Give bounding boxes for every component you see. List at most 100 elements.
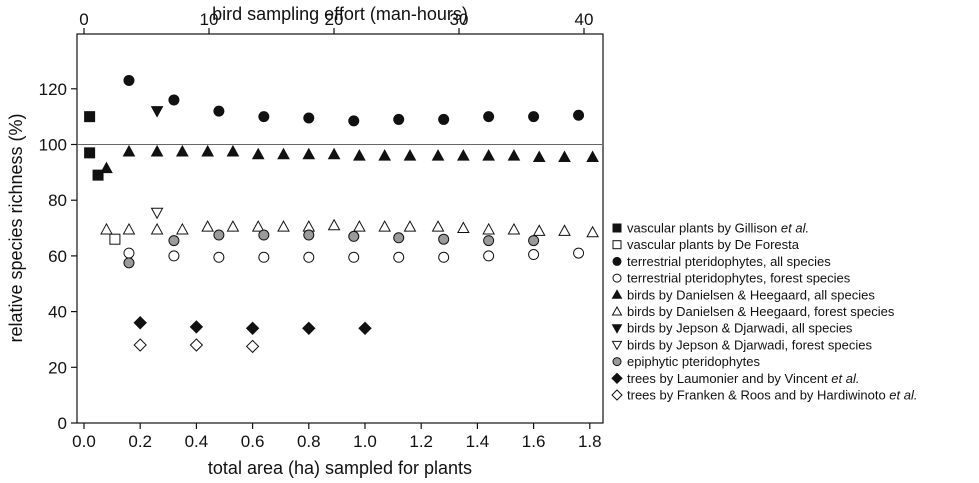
data-point	[176, 144, 189, 157]
data-point	[133, 316, 147, 330]
legend-label-italic: et al.	[828, 371, 860, 386]
data-point	[258, 111, 270, 123]
legend-label: trees by Franken & Roos and by Hardiwino…	[627, 388, 917, 403]
data-point	[438, 113, 450, 125]
data-points	[84, 74, 599, 354]
data-point	[251, 147, 265, 160]
data-point	[438, 233, 450, 245]
legend-label: vascular plants by Gillison et al.	[627, 221, 809, 236]
data-point	[378, 149, 392, 161]
data-point	[84, 111, 96, 123]
data-point	[586, 225, 599, 238]
legend-label-name: trees by Laumonier and by Vincent	[627, 371, 828, 386]
data-point	[403, 220, 417, 232]
data-point	[431, 220, 445, 232]
y-tick-label: 40	[48, 303, 67, 322]
x-tick-label: 1.0	[353, 432, 377, 451]
data-point	[393, 232, 405, 244]
data-point	[168, 235, 180, 247]
data-point	[457, 149, 470, 161]
legend-label: terrestrial pteridophytes, all species	[627, 254, 831, 269]
top-tick-label: 10	[200, 10, 219, 29]
legend-marker	[611, 340, 623, 351]
y-tick-label: 0	[58, 414, 67, 433]
legend-label-name: birds by Jepson & Djarwadi, all species	[627, 321, 853, 336]
data-point	[213, 229, 225, 241]
x-tick-label: 0.8	[297, 432, 321, 451]
x-tick-label: 1.2	[409, 432, 433, 451]
data-point	[189, 320, 204, 334]
data-point	[528, 111, 540, 123]
legend-label-name: birds by Jepson & Djarwadi, forest speci…	[627, 337, 872, 352]
data-point	[277, 220, 290, 232]
data-point	[201, 144, 214, 157]
data-point	[507, 222, 521, 235]
data-point	[123, 257, 135, 269]
y-axis-title: relative species richness (%)	[6, 113, 26, 342]
top-tick-label: 40	[575, 10, 594, 29]
data-point	[378, 220, 392, 232]
legend-marker	[611, 289, 623, 299]
data-point	[482, 222, 495, 235]
x-tick-label: 1.4	[466, 432, 490, 451]
legend-label-name: birds by Danielsen & Heegaard, forest sp…	[627, 304, 895, 319]
data-point	[558, 224, 571, 236]
data-point	[483, 111, 495, 123]
legend-marker	[611, 389, 623, 401]
data-point	[226, 220, 240, 232]
data-point	[100, 161, 113, 174]
data-point	[123, 247, 135, 259]
data-point	[302, 147, 316, 160]
legend-label: birds by Danielsen & Heegaard, all speci…	[627, 287, 875, 302]
legend-marker	[611, 372, 623, 385]
data-point	[507, 149, 521, 161]
data-point	[348, 230, 360, 242]
data-point	[353, 149, 366, 161]
data-point	[84, 147, 96, 159]
x-tick-label: 0.0	[72, 432, 96, 451]
data-point	[109, 233, 121, 245]
data-point	[403, 149, 417, 161]
y-axis-ticks: 0 20 40 60 80 100 120	[39, 80, 77, 433]
legend-label-name: terrestrial pteridophytes, forest specie…	[627, 271, 851, 286]
data-point	[573, 247, 585, 259]
data-point	[245, 339, 260, 354]
y-tick-label: 20	[48, 358, 67, 377]
data-point	[303, 229, 315, 241]
legend-label: vascular plants by De Foresta	[627, 237, 800, 252]
y-tick-label: 60	[48, 247, 67, 266]
data-point	[558, 150, 571, 163]
y-tick-label: 80	[48, 191, 67, 210]
legend-label-italic: et al.	[886, 388, 918, 403]
data-point	[150, 222, 164, 235]
data-point	[245, 321, 260, 336]
legend-marker	[611, 324, 623, 334]
legend-marker	[612, 223, 622, 233]
x-axis-title: total area (ha) sampled for plants	[208, 458, 472, 478]
x-tick-label: 1.6	[522, 432, 546, 451]
data-point	[528, 249, 540, 261]
data-point	[122, 222, 136, 235]
legend-label-name: trees by Franken & Roos and by Hardiwino…	[627, 388, 886, 403]
data-point	[176, 222, 189, 235]
data-point	[226, 144, 240, 157]
legend-label: epiphytic pteridophytes	[627, 354, 760, 369]
data-point	[168, 94, 180, 106]
data-point	[201, 220, 214, 232]
data-point	[303, 251, 315, 263]
x-tick-label: 0.6	[241, 432, 265, 451]
data-point	[213, 105, 225, 117]
y-tick-label: 100	[39, 136, 67, 155]
x-tick-label: 0.4	[185, 432, 209, 451]
x-tick-label: 0.2	[128, 432, 152, 451]
data-point	[482, 149, 495, 161]
legend-marker	[612, 273, 622, 283]
top-tick-label: 20	[325, 10, 344, 29]
legend-label: birds by Danielsen & Heegaard, forest sp…	[627, 304, 895, 319]
data-point	[393, 251, 405, 263]
legend-marker	[612, 240, 622, 250]
legend-marker	[612, 357, 622, 367]
data-point	[277, 147, 290, 160]
top-tick-label: 0	[79, 10, 88, 29]
